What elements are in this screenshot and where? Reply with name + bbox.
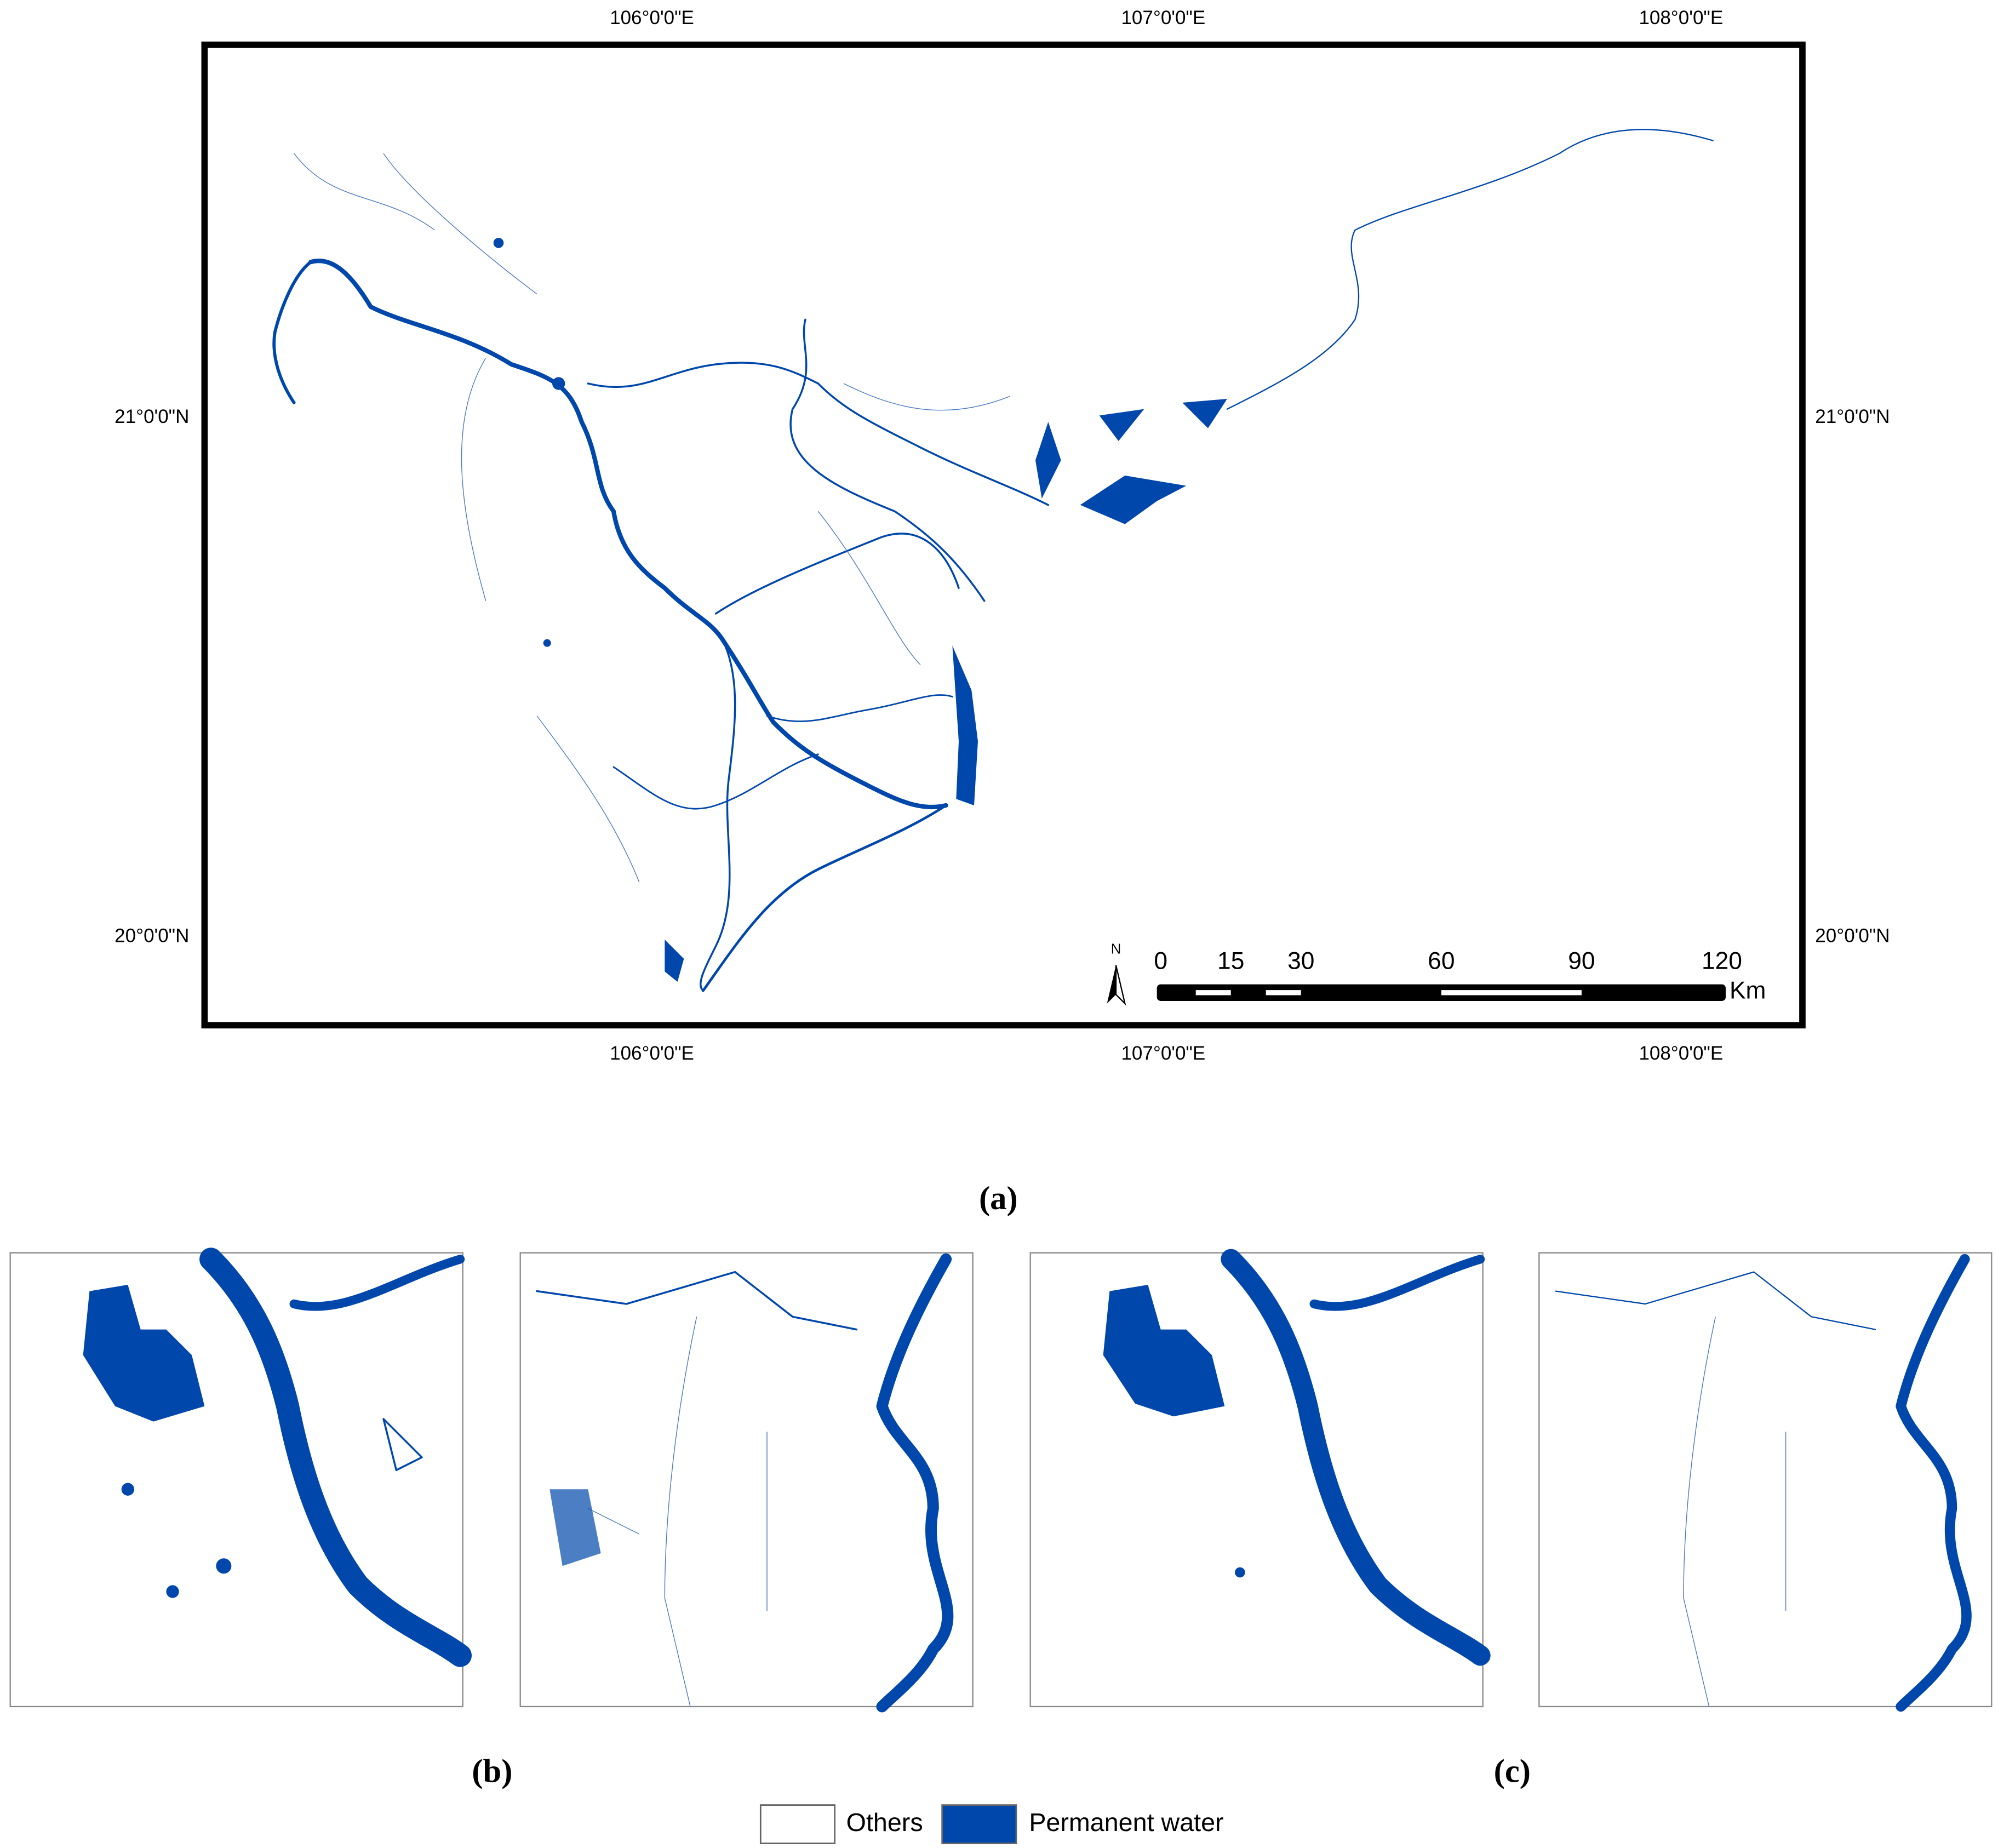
lon-label: 107°0'0"E: [1121, 7, 1205, 28]
legend-swatch: [759, 1804, 836, 1845]
lon-label: 106°0'0"E: [610, 7, 694, 28]
lat-label: 20°0'0"N: [115, 925, 189, 947]
scale-tick-label: 90: [1568, 948, 1595, 975]
map-frame: [201, 41, 1806, 1029]
scale-bar-segment: [1441, 990, 1582, 995]
legend-label: Others: [846, 1808, 923, 1836]
panel-b1: [9, 1248, 472, 1708]
scale-tick-label: 60: [1428, 948, 1455, 975]
water-map: [272, 129, 1714, 992]
lat-label: 21°0'0"N: [1815, 406, 1890, 427]
scale-bar-segment: [1266, 990, 1301, 995]
scale-tick-label: 0: [1154, 948, 1167, 975]
lon-label: 108°0'0"E: [1639, 7, 1723, 28]
legend: Others Permanent water: [759, 1804, 1224, 1845]
scale-tick-label: 15: [1217, 948, 1244, 975]
legend-label: Permanent water: [1029, 1808, 1223, 1836]
lon-label: 108°0'0"E: [1639, 1043, 1723, 1064]
caption-b: (b): [472, 1753, 512, 1790]
caption-c: (c): [1494, 1753, 1531, 1790]
scale-bar-segment: [1195, 990, 1231, 995]
scale-tick-label: 30: [1287, 948, 1314, 975]
scale-tick-label: 120: [1702, 948, 1742, 975]
north-label: N: [1111, 941, 1121, 957]
lon-label: 106°0'0"E: [610, 1043, 694, 1064]
panel-c1: [1029, 1249, 1491, 1708]
caption-a: (a): [979, 1180, 1018, 1217]
legend-swatch: [941, 1804, 1017, 1845]
scale-unit: Km: [1730, 977, 1766, 1004]
panel-c2: [1538, 1252, 1993, 1712]
lon-label: 107°0'0"E: [1121, 1043, 1205, 1064]
lat-label: 20°0'0"N: [1815, 925, 1890, 947]
panel-b2: [519, 1252, 974, 1713]
lat-label: 21°0'0"N: [115, 406, 189, 427]
